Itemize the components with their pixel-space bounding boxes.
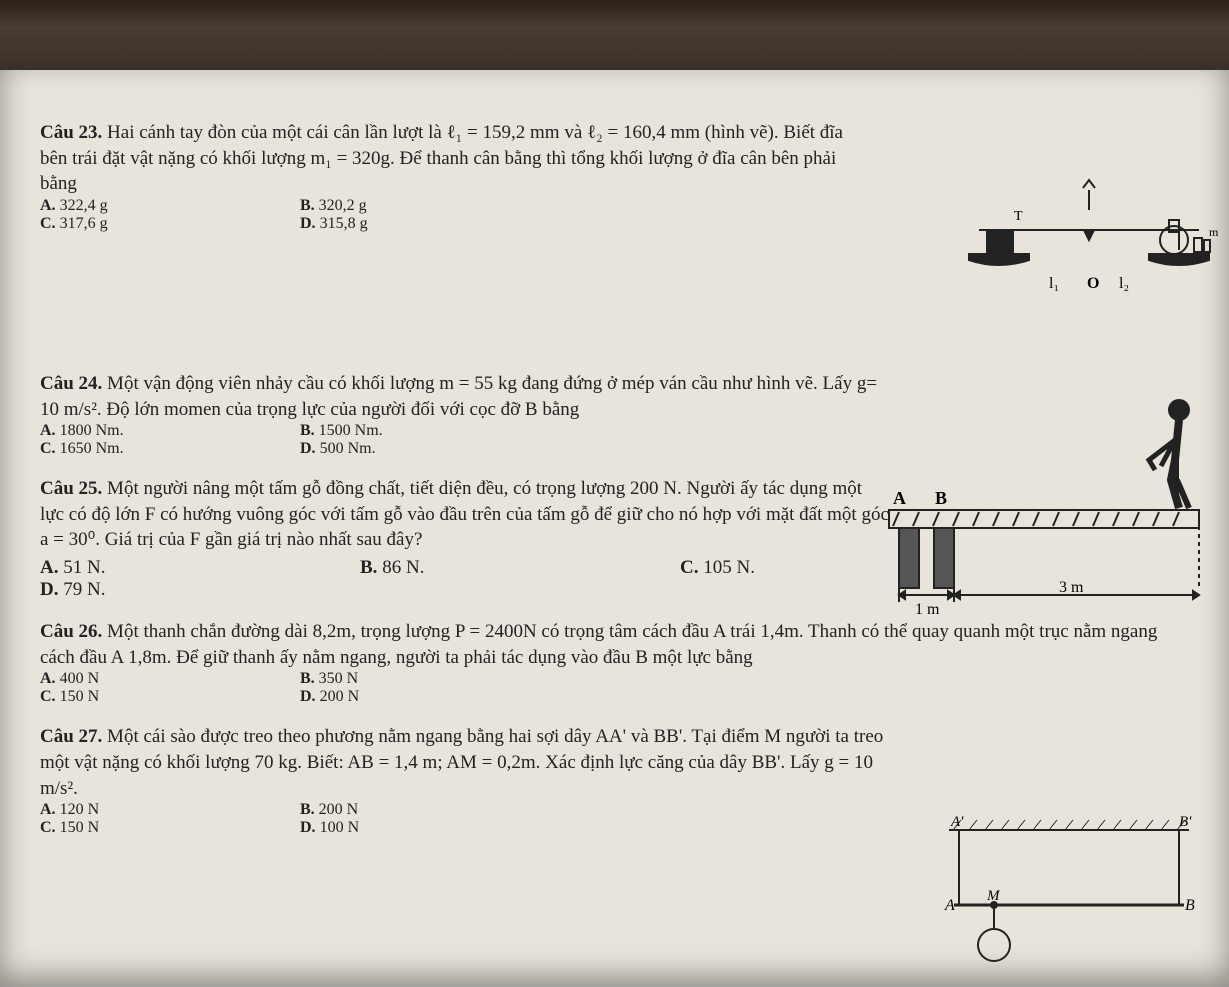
q24-label: Câu 24.	[40, 373, 102, 394]
desk-background	[0, 0, 1229, 70]
q24-option-C: C. 1650 Nm.	[40, 440, 240, 458]
q27-label: Câu 27.	[40, 726, 102, 747]
q27-fig-A: A	[944, 897, 955, 914]
q27-stem: Câu 27. Một cái sào được treo theo phươn…	[40, 724, 910, 801]
q26-label: Câu 26.	[40, 621, 102, 642]
q24-fig-A: A	[893, 488, 906, 508]
q25-text: Một người nâng một tấm gỗ đồng chất, tiế…	[40, 478, 889, 550]
q25-option-A: A. 51 N.	[40, 557, 300, 579]
q27-fig-Ap: A'	[950, 814, 964, 830]
q23-option-B: B. 320,2 g	[300, 197, 500, 215]
q23-label: Câu 23.	[40, 122, 102, 143]
q23-stem: Câu 23. Hai cánh tay đòn của một cái cân…	[40, 120, 870, 197]
q23-figure-balance-scale-icon: T m₂ l₁ O l₂	[959, 170, 1219, 310]
q27-option-B: B. 200 N	[300, 801, 500, 819]
q24-stem: Câu 24. Một vận động viên nhảy cầu có kh…	[40, 371, 890, 422]
q26-option-B: B. 350 N	[300, 670, 500, 688]
q24-option-D: D. 500 Nm.	[300, 440, 500, 458]
q26-option-C: C. 150 N	[40, 688, 240, 706]
q27-option-A: A. 120 N	[40, 801, 240, 819]
q23-fig-l1: l₁	[1049, 275, 1059, 292]
q27-option-C: C. 150 N	[40, 819, 240, 837]
q24-figure-diving-board-icon: A B 1 m 3 m	[879, 370, 1219, 630]
q23-fig-T: T	[1014, 209, 1023, 224]
q25-stem: Câu 25. Một người nâng một tấm gỗ đồng c…	[40, 476, 890, 553]
q24-option-A: A. 1800 Nm.	[40, 422, 240, 440]
q27-fig-B: B	[1185, 897, 1195, 914]
q25-option-D: D. 79 N.	[40, 579, 300, 601]
q23-fig-O: O	[1087, 275, 1099, 292]
q23-fig-l2: l₂	[1119, 275, 1129, 292]
q23-text: Hai cánh tay đòn của một cái cân lần lượ…	[40, 122, 843, 194]
q26-option-A: A. 400 N	[40, 670, 240, 688]
q24-fig-B: B	[935, 488, 947, 508]
q24-option-B: B. 1500 Nm.	[300, 422, 500, 440]
q27-option-D: D. 100 N	[300, 819, 500, 837]
q27-figure-hanging-rod-icon: A' B' A B M	[939, 810, 1199, 970]
q24-fig-1m: 1 m	[915, 601, 940, 618]
question-26: Câu 26. Một thanh chắn đường dài 8,2m, t…	[40, 619, 1209, 706]
q27-text: Một cái sào được treo theo phương nằm ng…	[40, 726, 883, 798]
q26-option-D: D. 200 N	[300, 688, 500, 706]
q24-text: Một vận động viên nhảy cầu có khối lượng…	[40, 373, 877, 420]
q25-option-B: B. 86 N.	[360, 557, 620, 579]
q24-fig-3m: 3 m	[1059, 579, 1084, 596]
q23-option-A: A. 322,4 g	[40, 197, 240, 215]
q25-label: Câu 25.	[40, 478, 102, 499]
exam-paper: Câu 23. Hai cánh tay đòn của một cái cân…	[0, 70, 1229, 987]
q27-fig-M: M	[986, 888, 1001, 904]
q23-option-D: D. 315,8 g	[300, 215, 500, 233]
q23-fig-m2: m₂	[1209, 225, 1219, 239]
q23-option-C: C. 317,6 g	[40, 215, 240, 233]
q27-fig-Bp: B'	[1179, 814, 1192, 830]
